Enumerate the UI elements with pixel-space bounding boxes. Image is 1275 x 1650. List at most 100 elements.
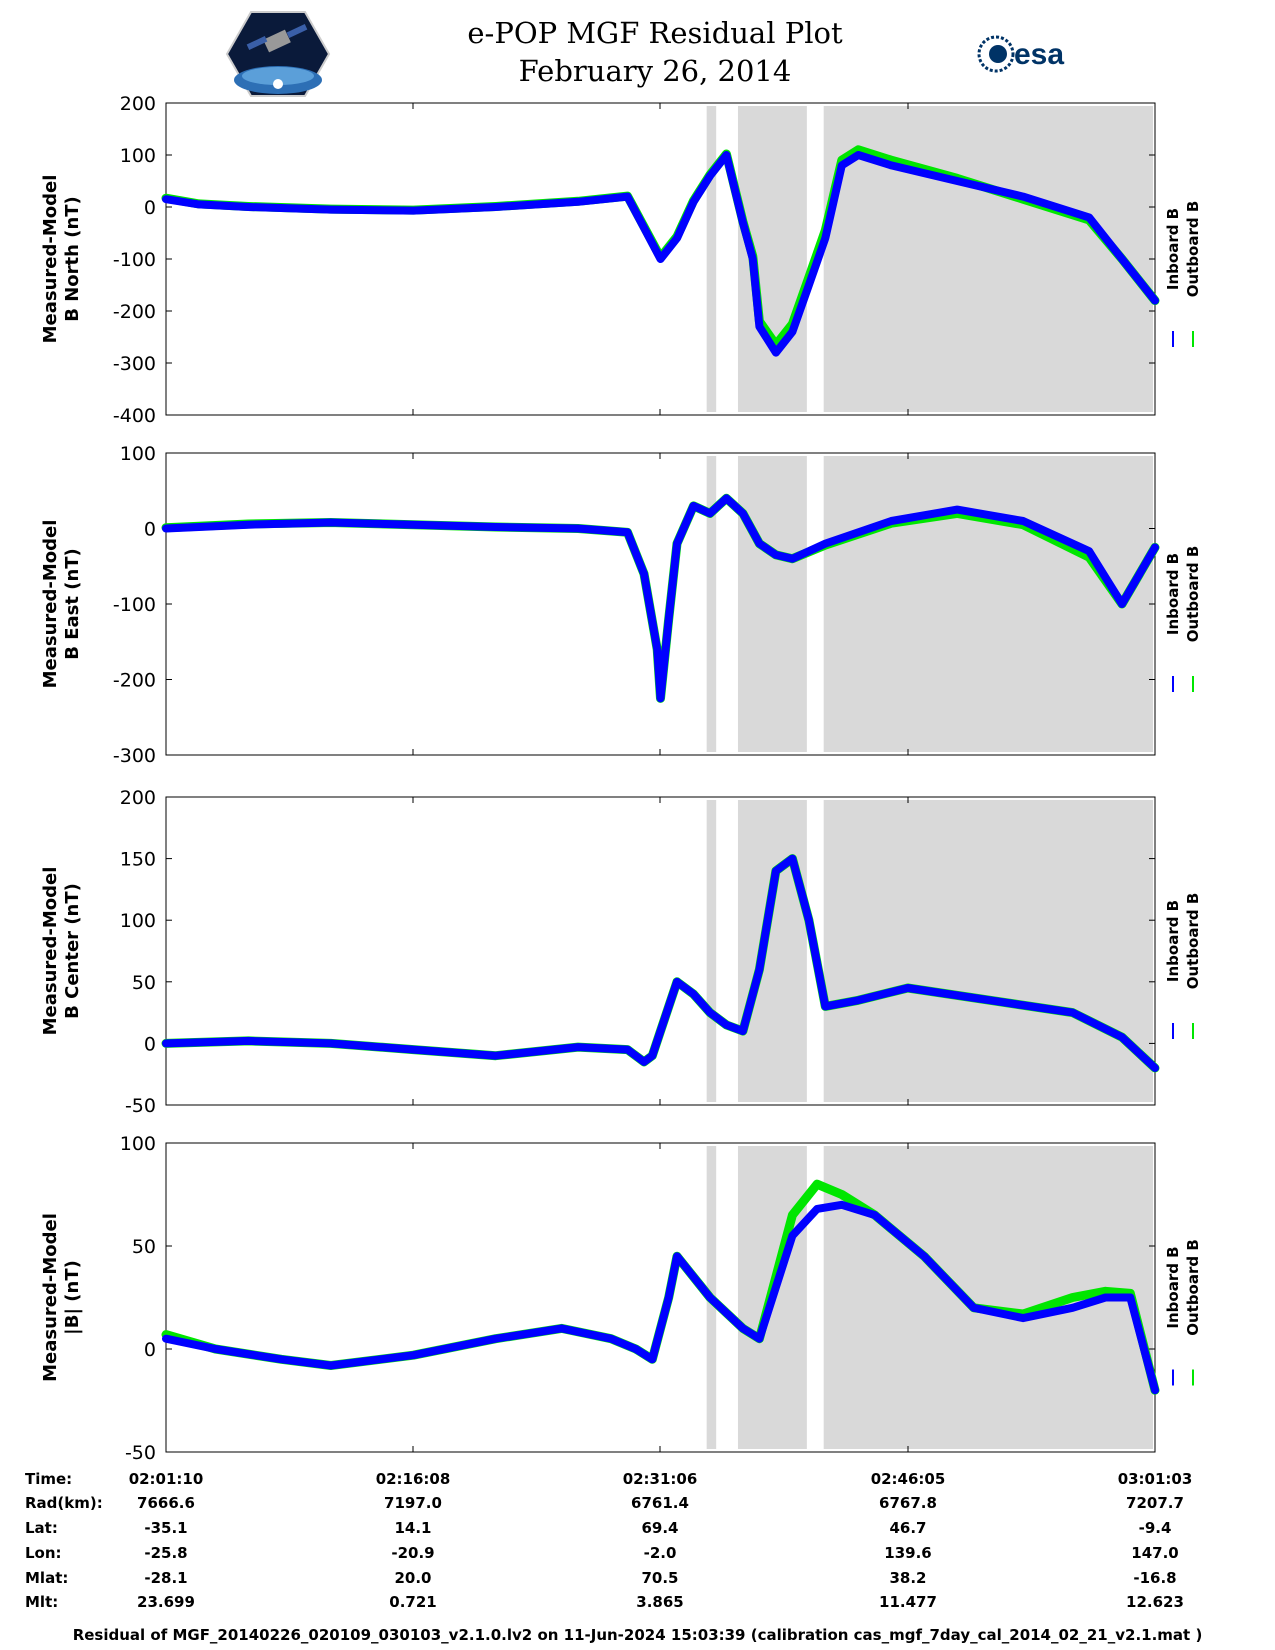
- panel-4: 100 50 0 -50 Measured-Model|B| (nT) Inboard B…: [40, 1133, 1202, 1464]
- table-cell: 02:46:05: [871, 1470, 946, 1488]
- y-tick-label-3: -100: [113, 594, 156, 616]
- table-cell: 02:01:10: [129, 1470, 204, 1488]
- y-axis-label-line1: Measured-Model: [40, 175, 61, 344]
- y-axis-label-line2: B North (nT): [62, 196, 83, 322]
- y-tick-label-5: -200: [113, 301, 156, 323]
- panel-1: 200 100 0 -100 -200 -300 -400 Measured-ModelB N…: [40, 93, 1202, 427]
- shaded-interval-2: [737, 106, 807, 412]
- table-cell: 46.7: [889, 1519, 926, 1537]
- y-tick-label-4: -200: [113, 670, 156, 692]
- legend-inboard-label: Inboard B: [1164, 553, 1182, 635]
- y-tick-label-4: 50: [132, 972, 156, 994]
- table-cell: -28.1: [144, 1569, 187, 1587]
- table-cell: 7197.0: [384, 1494, 442, 1512]
- legend-outboard-label: Outboard B: [1184, 893, 1202, 990]
- panel-2: 100 0 -100 -200 -300 Measured-ModelB East (nT…: [40, 443, 1202, 767]
- inboard-series-line: [162, 854, 1159, 1072]
- legend-outboard-label: Outboard B: [1184, 201, 1202, 298]
- legend: Inboard B Outboard B: [1164, 546, 1202, 692]
- y-tick-label-7: -400: [113, 405, 156, 427]
- y-tick-label-5: 0: [144, 1033, 156, 1055]
- table-cell: 12.623: [1126, 1593, 1184, 1611]
- panel-3: 200 150 100 50 0 -50 Measured-ModelB Center (n…: [40, 787, 1202, 1117]
- shaded-interval-1: [706, 106, 717, 412]
- y-tick-label-3: 100: [120, 910, 156, 932]
- y-tick-label-6: -300: [113, 353, 156, 375]
- y-axis-label: Measured-ModelB East (nT): [40, 520, 83, 689]
- table-row-label: Lon:: [25, 1544, 62, 1562]
- y-axis-label-line1: Measured-Model: [40, 867, 61, 1036]
- table-cell: -35.1: [144, 1519, 187, 1537]
- y-axis-label: Measured-Model|B| (nT): [40, 1213, 83, 1382]
- shaded-interval-2: [737, 456, 807, 752]
- table-cell: 02:16:08: [376, 1470, 451, 1488]
- y-axis-label: Measured-ModelB North (nT): [40, 175, 83, 344]
- table-cell: 03:01:03: [1118, 1470, 1193, 1488]
- y-tick-label-1: 200: [120, 93, 156, 115]
- orbit-info-table: Time: Rad(km): Lat: Lon: Mlat: Mlt: 02:01:10 76…: [25, 1470, 1192, 1611]
- table-cell: 0.721: [389, 1593, 436, 1611]
- y-tick-label-2: 0: [144, 519, 156, 541]
- y-tick-label-2: 100: [120, 145, 156, 167]
- y-tick-label-2: 150: [120, 849, 156, 871]
- y-tick-label-3: 0: [144, 1339, 156, 1361]
- table-cell: 6761.4: [631, 1494, 689, 1512]
- esa-logo-text: esa: [1014, 38, 1064, 71]
- legend-outboard-label: Outboard B: [1184, 1239, 1202, 1336]
- legend: Inboard B Outboard B: [1164, 201, 1202, 347]
- table-cell: 139.6: [884, 1544, 931, 1562]
- table-cell: 20.0: [394, 1569, 431, 1587]
- legend-inboard-label: Inboard B: [1164, 208, 1182, 290]
- esa-logo-icon: esa: [977, 35, 1064, 73]
- y-axis-label-line1: Measured-Model: [40, 1213, 61, 1382]
- y-axis-label-line1: Measured-Model: [40, 520, 61, 689]
- y-axis-label-line2: |B| (nT): [62, 1260, 83, 1335]
- legend: Inboard B Outboard B: [1164, 1239, 1202, 1386]
- table-cell: 70.5: [641, 1569, 678, 1587]
- table-cell: 14.1: [394, 1519, 431, 1537]
- table-cell: -20.9: [391, 1544, 434, 1562]
- legend-inboard-label: Inboard B: [1164, 1246, 1182, 1328]
- y-tick-label-6: -50: [125, 1095, 156, 1117]
- table-row-label: Rad(km):: [25, 1494, 103, 1512]
- legend-inboard-label: Inboard B: [1164, 900, 1182, 982]
- chart-title: e-POP MGF Residual Plot February 26, 201…: [380, 14, 930, 90]
- footer-caption: Residual of MGF_20140226_020109_030103_v…: [72, 1626, 1203, 1644]
- table-cell: 23.699: [137, 1593, 195, 1611]
- table-cell: -2.0: [644, 1544, 677, 1562]
- y-tick-label-4: -50: [125, 1442, 156, 1464]
- shaded-interval-1: [706, 800, 717, 1102]
- table-row-label: Time:: [25, 1470, 72, 1488]
- y-tick-label-5: -300: [113, 745, 156, 767]
- y-axis-label-line2: B Center (nT): [62, 883, 83, 1019]
- table-cell: -16.8: [1133, 1569, 1176, 1587]
- table-cell: 38.2: [889, 1569, 926, 1587]
- legend: Inboard B Outboard B: [1164, 893, 1202, 1039]
- table-cell: -9.4: [1139, 1519, 1172, 1537]
- table-row-label: Mlat:: [25, 1569, 68, 1587]
- table-cell: 11.477: [879, 1593, 937, 1611]
- y-axis-label-line2: B East (nT): [62, 548, 83, 660]
- table-cell: 02:31:06: [623, 1470, 698, 1488]
- table-row-label: Lat:: [25, 1519, 58, 1537]
- chart-title-line1: e-POP MGF Residual Plot: [467, 16, 843, 50]
- shaded-interval-3: [823, 456, 1153, 752]
- table-cell: 7207.7: [1126, 1494, 1184, 1512]
- inboard-series-line: [162, 1200, 1159, 1395]
- y-tick-label-3: 0: [144, 197, 156, 219]
- y-tick-label-1: 100: [120, 443, 156, 465]
- chart-title-line2: February 26, 2014: [518, 54, 792, 88]
- table-cell: 147.0: [1131, 1544, 1178, 1562]
- y-axis-label: Measured-ModelB Center (nT): [40, 867, 83, 1036]
- table-row-label: Mlt:: [25, 1593, 58, 1611]
- inboard-series-line: [162, 151, 1159, 357]
- y-tick-label-1: 200: [120, 787, 156, 809]
- table-cell: 69.4: [641, 1519, 678, 1537]
- shaded-interval-3: [823, 800, 1153, 1102]
- y-tick-label-1: 100: [120, 1133, 156, 1155]
- inboard-series-line: [162, 494, 1159, 703]
- legend-outboard-label: Outboard B: [1184, 546, 1202, 643]
- y-tick-label-4: -100: [113, 249, 156, 271]
- table-cell: 3.865: [636, 1593, 683, 1611]
